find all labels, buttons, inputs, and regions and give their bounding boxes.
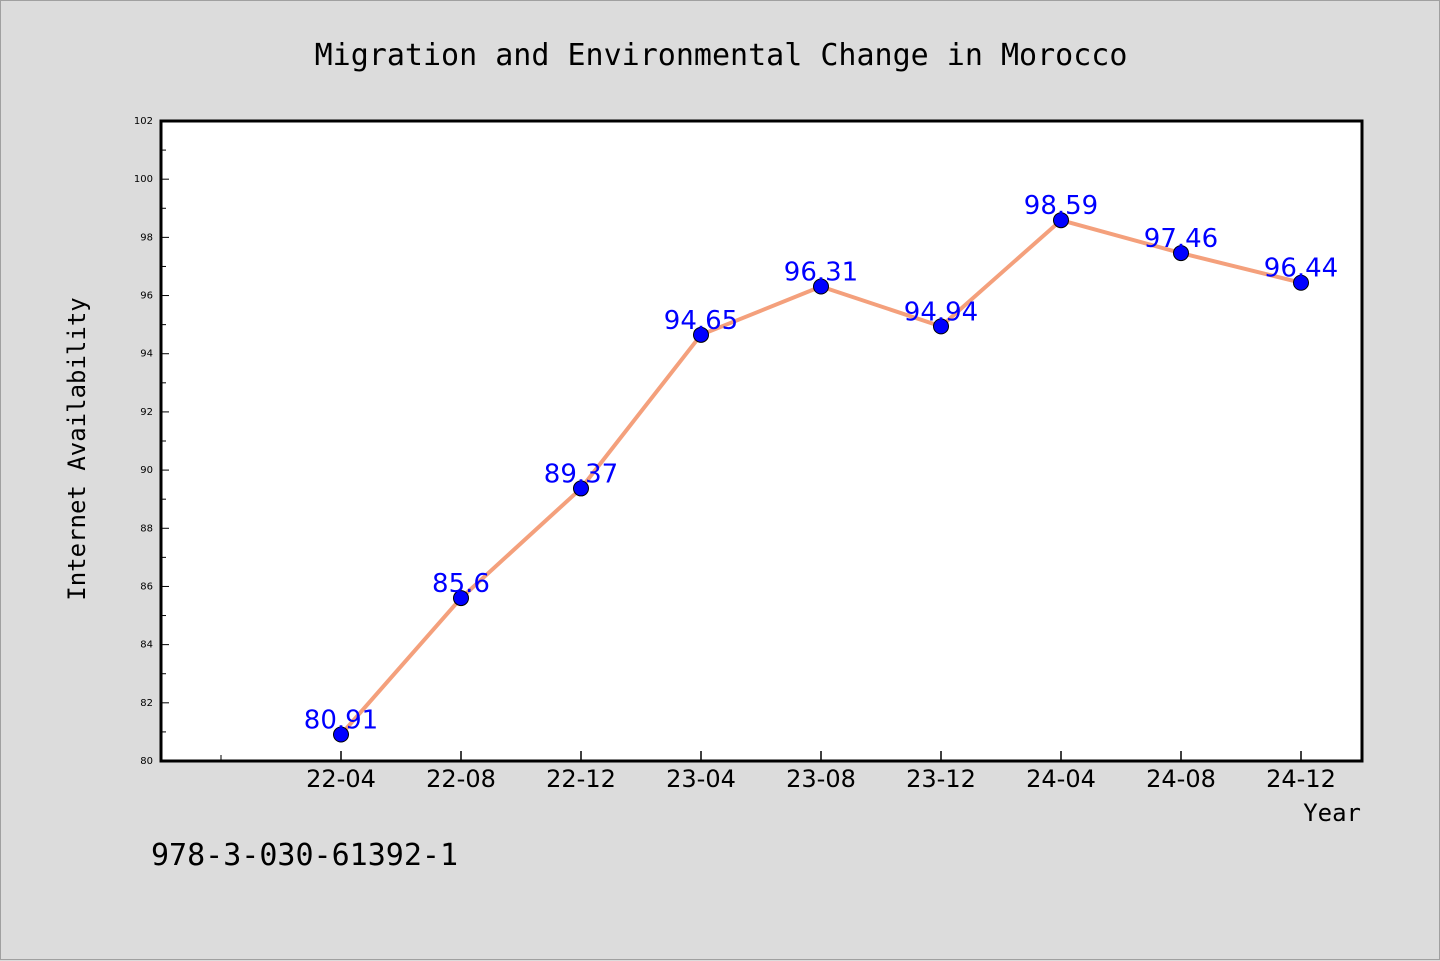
x-tick-label: 22-04 xyxy=(306,765,376,793)
y-tick-label: 92 xyxy=(140,407,153,418)
data-point-label: 94.94 xyxy=(904,297,978,327)
y-tick-label: 80 xyxy=(140,756,153,767)
y-tick-label: 86 xyxy=(140,581,153,592)
x-tick-label: 24-04 xyxy=(1026,765,1096,793)
series xyxy=(333,212,1309,743)
y-tick-label: 100 xyxy=(134,174,153,185)
x-axis: 22-04 22-08 22-12 23-04 23-08 23-12 24-04 24-08… xyxy=(220,751,1336,793)
y-axis: 80 82 84 86 88 90 92 94 96 98 100 102 xyxy=(134,116,169,767)
y-tick-label: 102 xyxy=(134,116,153,127)
data-point-marker xyxy=(693,326,709,343)
y-tick-label: 96 xyxy=(140,291,153,302)
y-tick-label: 98 xyxy=(140,232,153,243)
x-tick-label: 24-12 xyxy=(1266,765,1336,793)
data-labels: 80.91 85.6 89.37 94.65 96.31 94.94 98.59 97.46 9… xyxy=(304,191,1338,735)
data-point-label: 89.37 xyxy=(544,459,618,489)
data-point-label: 96.31 xyxy=(784,258,858,288)
x-tick-label: 23-04 xyxy=(666,765,736,793)
y-tick-label: 88 xyxy=(140,523,153,534)
y-axis-label: Internet Availability xyxy=(63,297,91,600)
y-tick-label: 94 xyxy=(140,349,153,360)
data-point-marker xyxy=(333,726,349,743)
data-point-label: 85.6 xyxy=(432,569,490,599)
data-point-marker xyxy=(573,480,589,497)
data-point-label: 94.65 xyxy=(664,306,738,336)
x-tick-label: 23-12 xyxy=(906,765,976,793)
data-point-marker xyxy=(1053,212,1069,229)
data-point-label: 80.91 xyxy=(304,706,378,736)
plot-area xyxy=(159,119,1364,763)
data-point-label: 96.44 xyxy=(1264,254,1338,284)
y-tick-label: 82 xyxy=(140,698,153,709)
footnote-code: 978-3-030-61392-1 xyxy=(151,838,458,873)
x-tick-label: 23-08 xyxy=(786,765,856,793)
x-tick-label: 22-12 xyxy=(546,765,616,793)
x-tick-label: 22-08 xyxy=(426,765,496,793)
data-point-label: 97.46 xyxy=(1144,224,1218,254)
data-point-marker xyxy=(813,278,829,295)
y-tick-label: 90 xyxy=(140,465,153,476)
data-point-marker xyxy=(1293,274,1309,291)
data-point-marker xyxy=(933,318,949,335)
data-point-marker xyxy=(1173,245,1189,262)
x-tick-label: 24-08 xyxy=(1146,765,1216,793)
x-axis-label: Year xyxy=(1303,799,1361,827)
data-point-marker xyxy=(453,590,469,607)
y-tick-label: 84 xyxy=(140,640,153,651)
chart-title: Migration and Environmental Change in Mo… xyxy=(315,38,1128,73)
data-point-label: 98.59 xyxy=(1024,191,1098,221)
